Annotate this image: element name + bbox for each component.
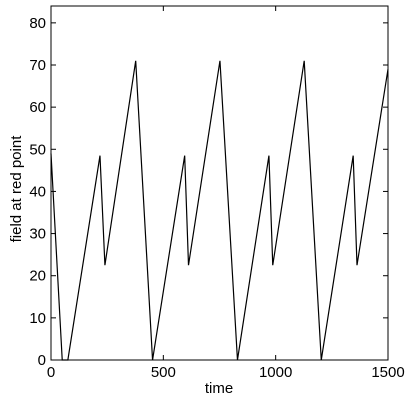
- plot-frame: [50, 5, 389, 361]
- y-tick-label: 20: [29, 268, 46, 285]
- y-tick-label: 30: [29, 226, 46, 243]
- x-tick-label: 500: [151, 364, 176, 381]
- y-tick-label: 0: [38, 352, 46, 369]
- y-tick-label: 60: [29, 99, 46, 116]
- x-tick-label: 1000: [259, 364, 292, 381]
- y-axis-label: field at red point: [8, 135, 25, 243]
- y-tick-label: 10: [29, 310, 46, 327]
- x-tick-label: 0: [47, 364, 55, 381]
- y-tick-label: 40: [29, 183, 46, 200]
- y-tick-label: 50: [29, 141, 46, 158]
- series-line-1: [50, 60, 389, 361]
- y-tick-label: 80: [29, 15, 46, 32]
- plot-area: 0 500 1000 1500 0 10 20 30 40 50 60 70 80: [29, 5, 405, 381]
- x-tick-label: 1500: [371, 364, 404, 381]
- x-axis-label: time: [205, 380, 233, 397]
- y-tick-label: 70: [29, 57, 46, 74]
